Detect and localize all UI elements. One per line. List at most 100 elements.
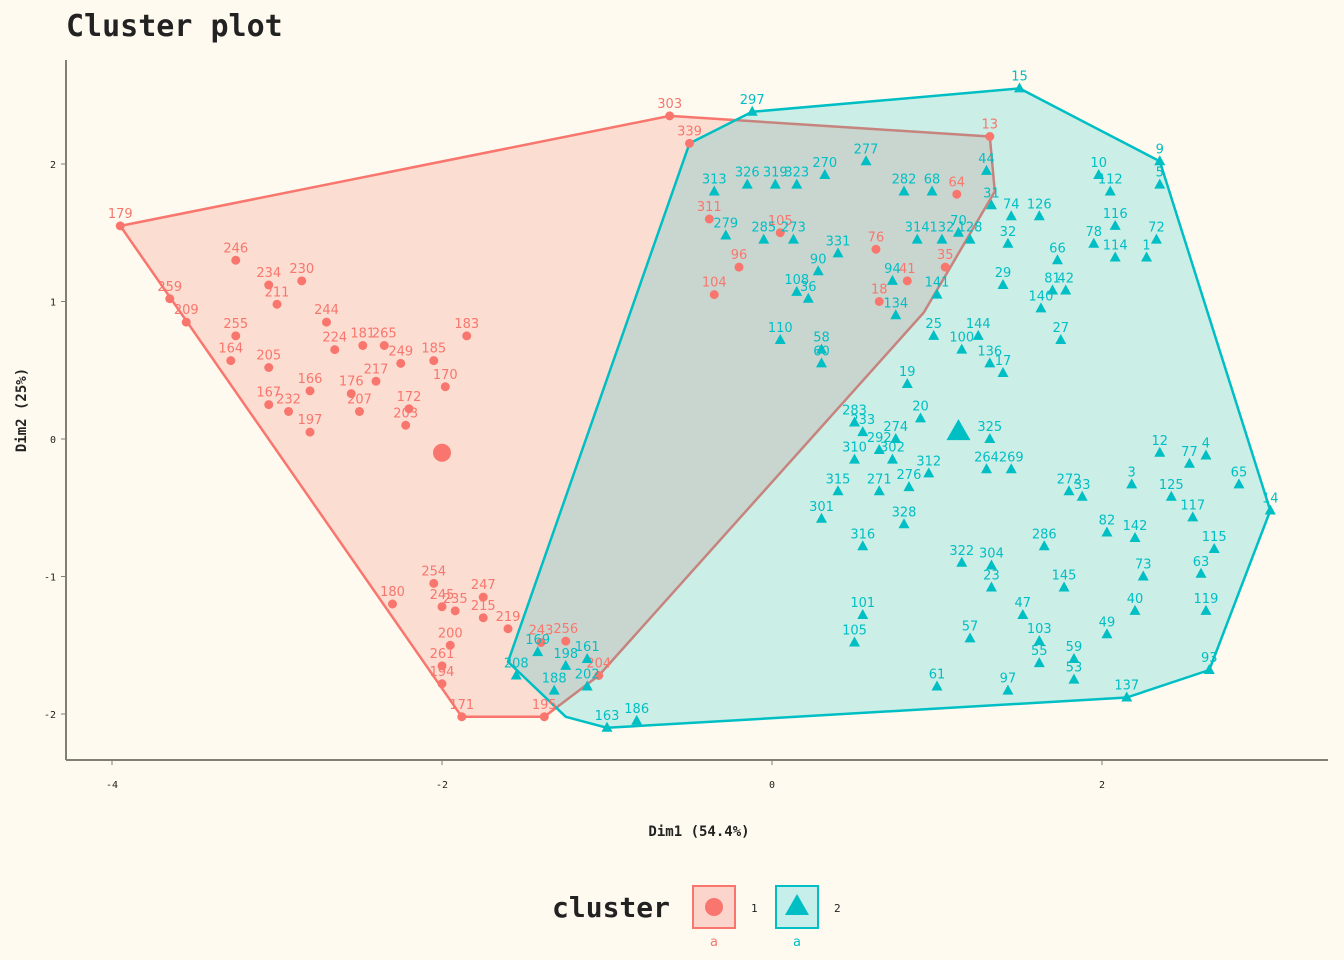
- point-217: [371, 376, 381, 386]
- point-255: [231, 331, 241, 341]
- point-label: 132: [930, 221, 955, 236]
- point-label: 202: [575, 668, 600, 683]
- point-label: 97: [1000, 672, 1017, 687]
- point-276: [903, 481, 915, 492]
- point-256: [561, 636, 571, 646]
- point-70: [952, 226, 964, 237]
- point-72: [1150, 233, 1162, 244]
- point-10: [1093, 169, 1105, 179]
- point-316: [857, 540, 869, 551]
- point-4: [1200, 449, 1212, 460]
- point-label: 204: [586, 657, 611, 672]
- point-label: 246: [223, 241, 248, 256]
- point-323: [791, 178, 803, 189]
- point-115: [1208, 543, 1220, 553]
- point-label: 254: [421, 564, 446, 579]
- cluster-1-centroid: [433, 443, 451, 462]
- point-label: 96: [731, 248, 748, 263]
- point-label: 105: [768, 214, 793, 229]
- point-label: 209: [174, 303, 199, 318]
- point-319: [769, 178, 781, 189]
- point-292: [873, 444, 885, 454]
- point-270: [819, 169, 831, 179]
- point-label: 5: [1156, 166, 1164, 181]
- point-label: 272: [1057, 472, 1082, 487]
- legend-sub-2: a: [793, 935, 801, 950]
- axis-ticks: -4 -2 0 2 -2 -1 0 1 2: [44, 160, 1105, 791]
- point-202: [581, 680, 593, 691]
- point-36: [802, 292, 814, 303]
- point-31: [985, 199, 997, 210]
- point-label: 20: [912, 399, 929, 414]
- point-282: [898, 185, 910, 196]
- point-90: [812, 265, 824, 276]
- point-label: 234: [256, 266, 281, 281]
- point-279: [720, 229, 732, 240]
- point-label: 64: [949, 175, 966, 190]
- point-73: [1137, 570, 1149, 581]
- point-181: [358, 341, 368, 350]
- point-label: 13: [982, 118, 999, 133]
- point-label: 27: [1052, 321, 1069, 336]
- point-label: 310: [842, 441, 867, 456]
- point-label: 23: [983, 569, 1000, 584]
- point-41: [902, 276, 912, 286]
- point-219: [503, 624, 513, 634]
- point-9: [1154, 155, 1166, 166]
- point-label: 18: [871, 283, 888, 298]
- point-207: [355, 407, 364, 416]
- y-tick-label: -2: [44, 710, 56, 721]
- point-label: 314: [905, 221, 930, 236]
- point-132: [936, 233, 948, 244]
- point-230: [297, 276, 307, 286]
- point-label: 103: [1027, 622, 1052, 637]
- point-246: [231, 255, 241, 265]
- point-label: 68: [924, 173, 941, 188]
- legend-label-2: 2: [834, 902, 841, 915]
- point-label: 81: [1044, 272, 1061, 287]
- point-label: 169: [525, 633, 550, 648]
- point-40: [1129, 604, 1141, 615]
- point-label: 33: [1074, 478, 1091, 493]
- y-tick-label: 1: [50, 298, 56, 309]
- point-188: [548, 684, 560, 695]
- point-283: [849, 416, 860, 427]
- point-label: 244: [314, 303, 339, 318]
- point-label: 339: [677, 124, 702, 139]
- point-74: [1005, 210, 1017, 221]
- point-label: 44: [978, 152, 995, 167]
- point-104: [709, 290, 719, 300]
- point-5: [1154, 178, 1166, 189]
- point-105: [775, 228, 785, 238]
- point-55: [1033, 657, 1045, 668]
- x-axis-label: Dim1 (54.4%): [648, 824, 749, 840]
- point-77: [1183, 457, 1195, 468]
- point-label: 3: [1128, 465, 1136, 480]
- point-274: [890, 433, 902, 443]
- point-97: [1002, 684, 1014, 695]
- point-53: [1068, 673, 1080, 684]
- point-254: [429, 578, 439, 588]
- point-13: [985, 132, 995, 141]
- point-128: [964, 233, 976, 244]
- point-185: [429, 356, 439, 366]
- legend-key-1-marker: [705, 898, 723, 916]
- point-label: 277: [854, 142, 879, 157]
- point-label: 29: [995, 266, 1012, 281]
- point-label: 273: [781, 221, 806, 236]
- point-label: 269: [999, 450, 1024, 465]
- point-label: 17: [995, 354, 1012, 369]
- point-label: 49: [1099, 615, 1116, 630]
- point-label: 243: [529, 624, 554, 639]
- point-label: 57: [962, 619, 979, 634]
- point-78: [1088, 237, 1100, 248]
- point-141: [931, 288, 943, 299]
- point-66: [1051, 254, 1063, 265]
- point-label: 194: [430, 665, 455, 680]
- point-325: [984, 433, 996, 443]
- point-label: 276: [897, 468, 922, 483]
- point-label: 101: [850, 596, 875, 611]
- point-3: [1126, 478, 1138, 489]
